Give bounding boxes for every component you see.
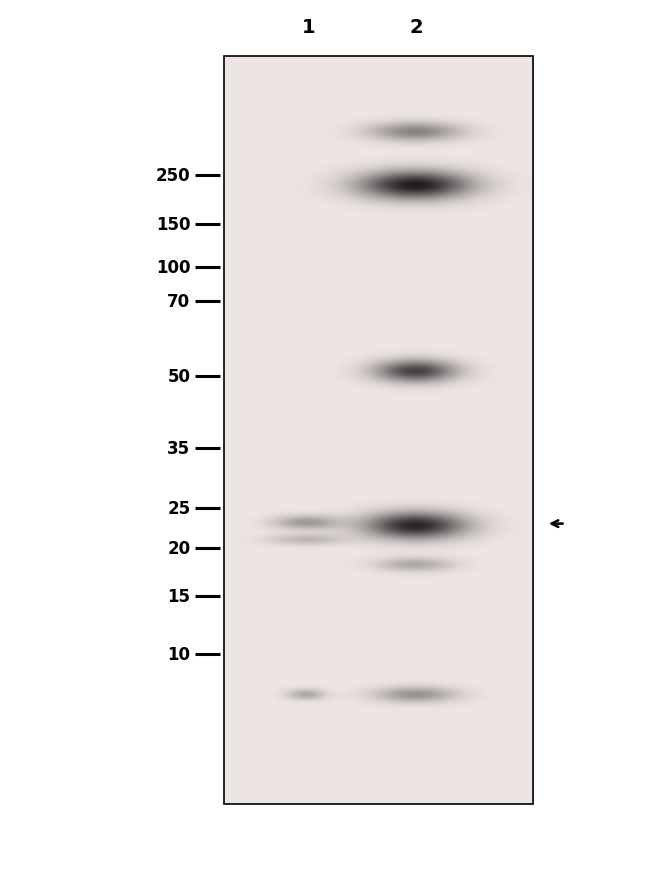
Text: 70: 70 [167,293,190,310]
Text: 250: 250 [156,167,190,185]
Text: 2: 2 [410,17,422,36]
Text: 150: 150 [156,216,190,234]
Text: 25: 25 [167,500,190,518]
Text: 20: 20 [167,540,190,557]
Text: 35: 35 [167,440,190,458]
Text: 15: 15 [168,587,190,605]
Text: 10: 10 [168,646,190,663]
Text: 1: 1 [302,17,315,36]
Text: 50: 50 [168,368,190,385]
Text: 100: 100 [156,258,190,276]
Bar [224,56,533,804]
